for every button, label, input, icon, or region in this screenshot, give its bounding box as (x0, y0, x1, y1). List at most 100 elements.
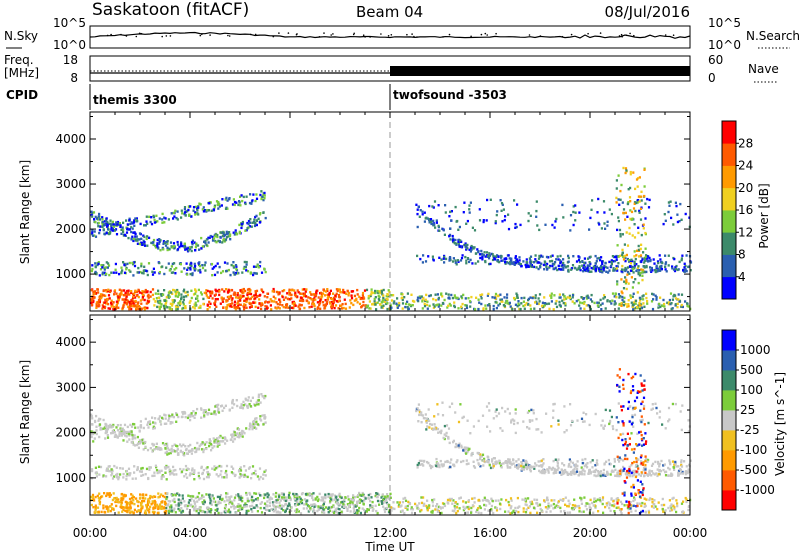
power-cell (298, 307, 301, 310)
power-cell (544, 302, 547, 305)
power-cell (663, 302, 666, 306)
nsky-dot (406, 33, 408, 36)
power-cell (118, 288, 121, 291)
power-cell (164, 305, 168, 308)
power-cell (478, 253, 482, 256)
power-cell (112, 305, 116, 309)
power-cell (198, 202, 201, 205)
velocity-cell (677, 465, 680, 468)
power-cell (620, 268, 624, 271)
velocity-cell (217, 440, 220, 443)
power-cell (226, 262, 229, 265)
power-cell (687, 265, 690, 269)
power-cell (333, 298, 336, 301)
power-cell (95, 302, 98, 306)
velocity-cell (255, 504, 258, 507)
power-cell (629, 262, 632, 265)
power-cell (188, 246, 191, 249)
power-cell (182, 303, 185, 306)
velocity-cell (545, 412, 548, 415)
power-cell (581, 301, 584, 305)
nsky-dot (199, 34, 202, 37)
power-cell (232, 271, 235, 274)
power-cell (210, 262, 214, 266)
power-cell (334, 304, 338, 307)
velocity-cell (386, 495, 389, 498)
power-cell (431, 205, 434, 208)
power-cell (610, 259, 613, 262)
power-cell (120, 266, 123, 269)
velocity-cell (251, 504, 254, 508)
power-cell (255, 197, 259, 200)
velocity-cell (209, 502, 212, 505)
power-cell (173, 299, 176, 302)
power-cell (226, 232, 229, 235)
power-cell (598, 256, 601, 260)
velocity-cell (179, 450, 182, 453)
power-cell (484, 255, 487, 258)
power-cell (486, 304, 490, 307)
velocity-cell (167, 499, 170, 503)
power-cell (342, 306, 345, 310)
power-cell (583, 300, 586, 304)
power-cell (126, 292, 129, 295)
power-cell (101, 307, 104, 310)
power-cell (296, 295, 299, 298)
power-cell (365, 305, 368, 308)
velocity-cell (294, 509, 297, 513)
nsky-dot (135, 35, 138, 38)
power-cell (348, 306, 351, 309)
power-cell (467, 297, 470, 300)
velocity-cell (181, 411, 184, 414)
velocity-cell (238, 507, 241, 511)
velocity-cell (98, 499, 101, 502)
power-cell (101, 216, 104, 219)
velocity-cell (459, 403, 462, 406)
power-cell (337, 288, 340, 291)
power-cell (529, 214, 532, 217)
velocity-cell (129, 505, 132, 508)
power-cell (254, 215, 257, 219)
power-cell (162, 240, 165, 243)
velocity-cell (553, 469, 556, 472)
power-cell (540, 262, 543, 265)
velocity-cell (357, 500, 360, 503)
velocity-cell (198, 506, 201, 509)
velocity-cell (353, 504, 356, 508)
velocity-cell (160, 501, 163, 504)
freq-tick-top: 18 (63, 53, 78, 67)
power-cell (441, 301, 444, 305)
power-cell (134, 304, 137, 307)
power-cell (117, 296, 120, 299)
power-cell (689, 269, 692, 272)
power-cell (676, 268, 679, 272)
power-cell (262, 290, 265, 294)
velocity-cell (492, 417, 495, 420)
velocity-cell (286, 507, 289, 510)
power-cell (182, 295, 186, 298)
power-cell (215, 241, 218, 244)
velocity-cell (193, 478, 196, 481)
velocity-cell (284, 499, 287, 502)
power-cell (560, 268, 563, 271)
velocity-cell (349, 500, 352, 503)
velocity-cell (578, 470, 581, 474)
velocity-cell (157, 447, 160, 451)
power-cell (207, 209, 210, 212)
power-cell (150, 216, 153, 219)
power-cell (429, 218, 433, 221)
power-cell (629, 186, 632, 190)
power-cell (677, 298, 680, 301)
power-cell (355, 297, 358, 301)
power-cell (132, 295, 135, 298)
power-cell (508, 260, 511, 264)
power-cell (259, 260, 262, 264)
velocity-cell (335, 510, 338, 513)
power-cell (173, 289, 176, 292)
velocity-cell (239, 498, 242, 501)
power-cell (266, 296, 269, 299)
velocity-cell (232, 467, 235, 470)
velocity-cell (371, 509, 374, 512)
velocity-cell (144, 440, 147, 444)
power-cell (113, 229, 116, 232)
